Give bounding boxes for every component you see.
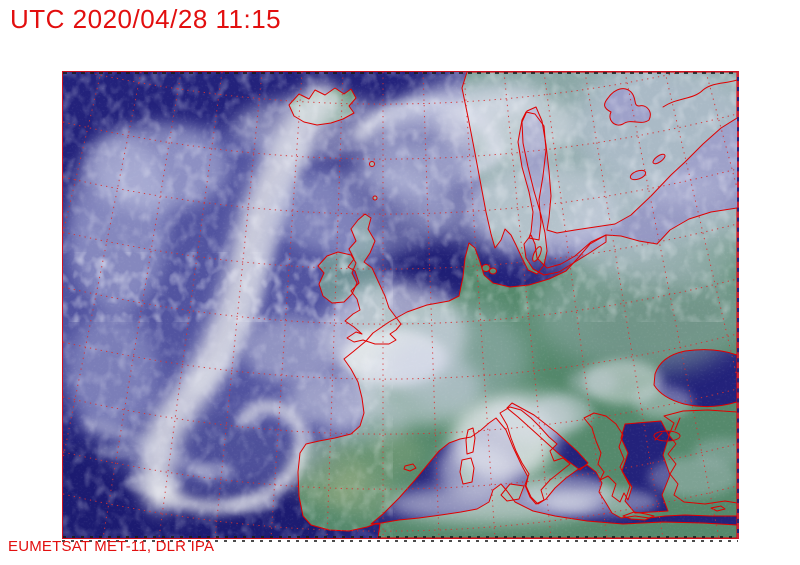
satellite-map — [62, 71, 739, 539]
timestamp-label: UTC 2020/04/28 11:15 — [10, 4, 282, 34]
graticule-overlay — [63, 72, 737, 538]
satellite-image — [63, 72, 737, 538]
cloud-layer — [63, 72, 737, 538]
bottom-tick-marks — [62, 540, 738, 542]
attribution-label: EUMETSAT MET-11, DLR IPA — [8, 538, 215, 555]
coastline-overlay — [288, 72, 737, 538]
frame-ticks — [63, 72, 737, 538]
